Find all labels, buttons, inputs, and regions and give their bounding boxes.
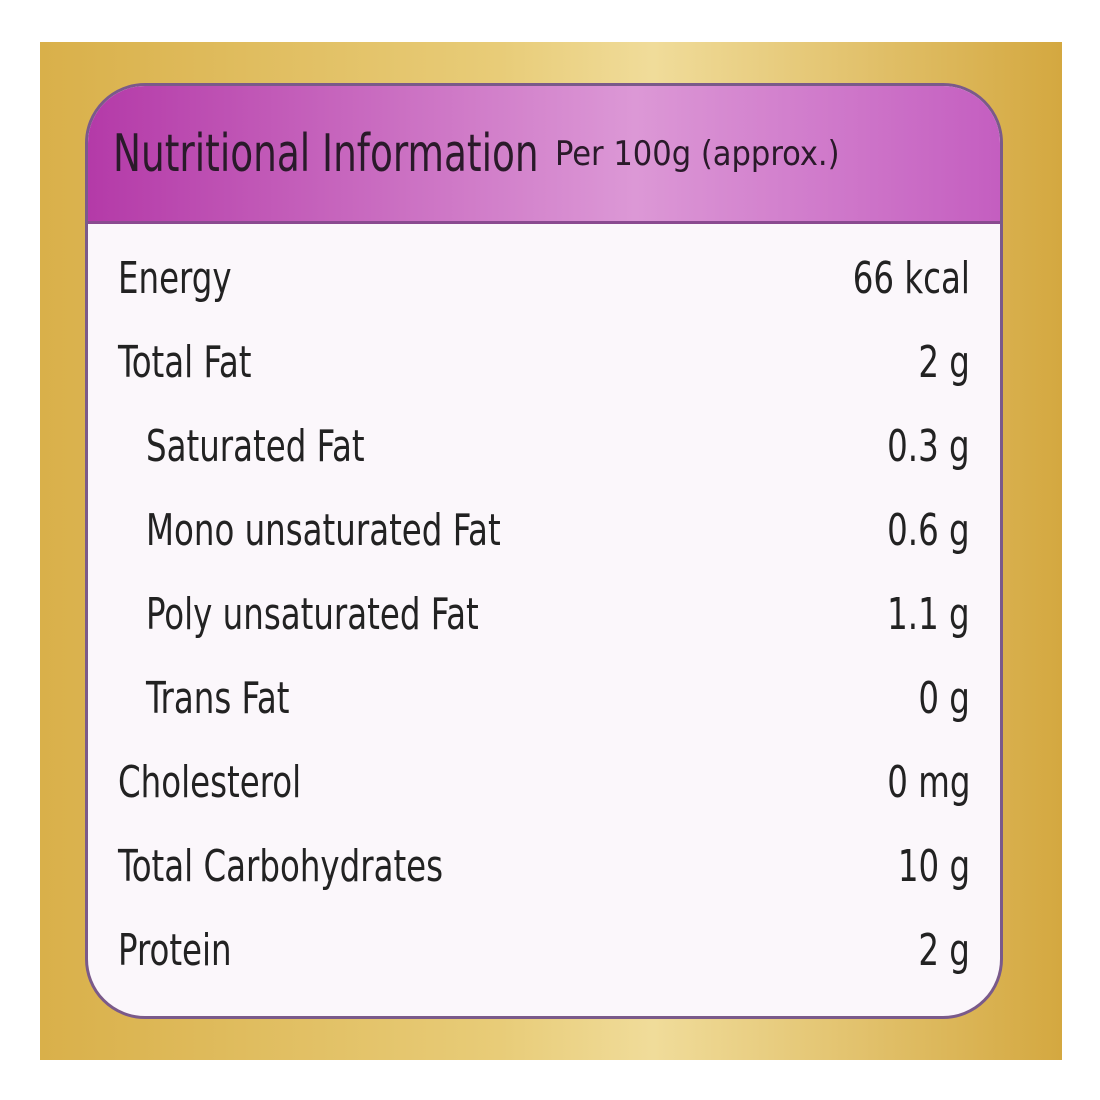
- nutrient-row: Total Fat 2 g: [118, 320, 970, 404]
- nutrition-label: Nutritional Information Per 100g (approx…: [85, 83, 1003, 1019]
- header: Nutritional Information Per 100g (approx…: [88, 86, 1000, 224]
- nutrient-name: Poly unsaturated Fat: [146, 588, 479, 640]
- nutrient-row: Saturated Fat 0.3 g: [118, 404, 970, 488]
- nutrient-row: Energy 66 kcal: [118, 236, 970, 320]
- nutrient-name: Cholesterol: [118, 756, 302, 808]
- nutrient-amount: 0.3 g: [887, 420, 970, 472]
- nutrient-amount: 0 g: [918, 672, 970, 724]
- nutrient-amount: 2 g: [918, 336, 970, 388]
- nutrient-amount: 0 mg: [886, 756, 970, 808]
- nutrient-amount: 1.1 g: [887, 588, 970, 640]
- nutrient-amount: 66 kcal: [852, 252, 970, 304]
- nutrient-name: Saturated Fat: [146, 420, 365, 472]
- nutrient-row: Cholesterol 0 mg: [118, 740, 970, 824]
- nutrient-name: Energy: [118, 252, 232, 304]
- nutrient-row: Protein 2 g: [118, 908, 970, 992]
- nutrient-row: Total Carbohydrates 10 g: [118, 824, 970, 908]
- nutrient-row: Poly unsaturated Fat 1.1 g: [118, 572, 970, 656]
- nutrient-amount: 0.6 g: [887, 504, 970, 556]
- nutrient-name: Mono unsaturated Fat: [146, 504, 501, 556]
- subtitle: Per 100g (approx.): [554, 133, 840, 174]
- nutrient-name: Total Fat: [118, 336, 252, 388]
- nutrient-amount: 2 g: [918, 924, 970, 976]
- nutrient-row: Mono unsaturated Fat 0.6 g: [118, 488, 970, 572]
- nutrient-row: Trans Fat 0 g: [118, 656, 970, 740]
- nutrient-name: Trans Fat: [146, 672, 290, 724]
- nutrient-name: Total Carbohydrates: [118, 840, 444, 892]
- nutrient-amount: 10 g: [897, 840, 970, 892]
- title: Nutritional Information: [113, 123, 539, 184]
- nutrient-name: Protein: [118, 924, 232, 976]
